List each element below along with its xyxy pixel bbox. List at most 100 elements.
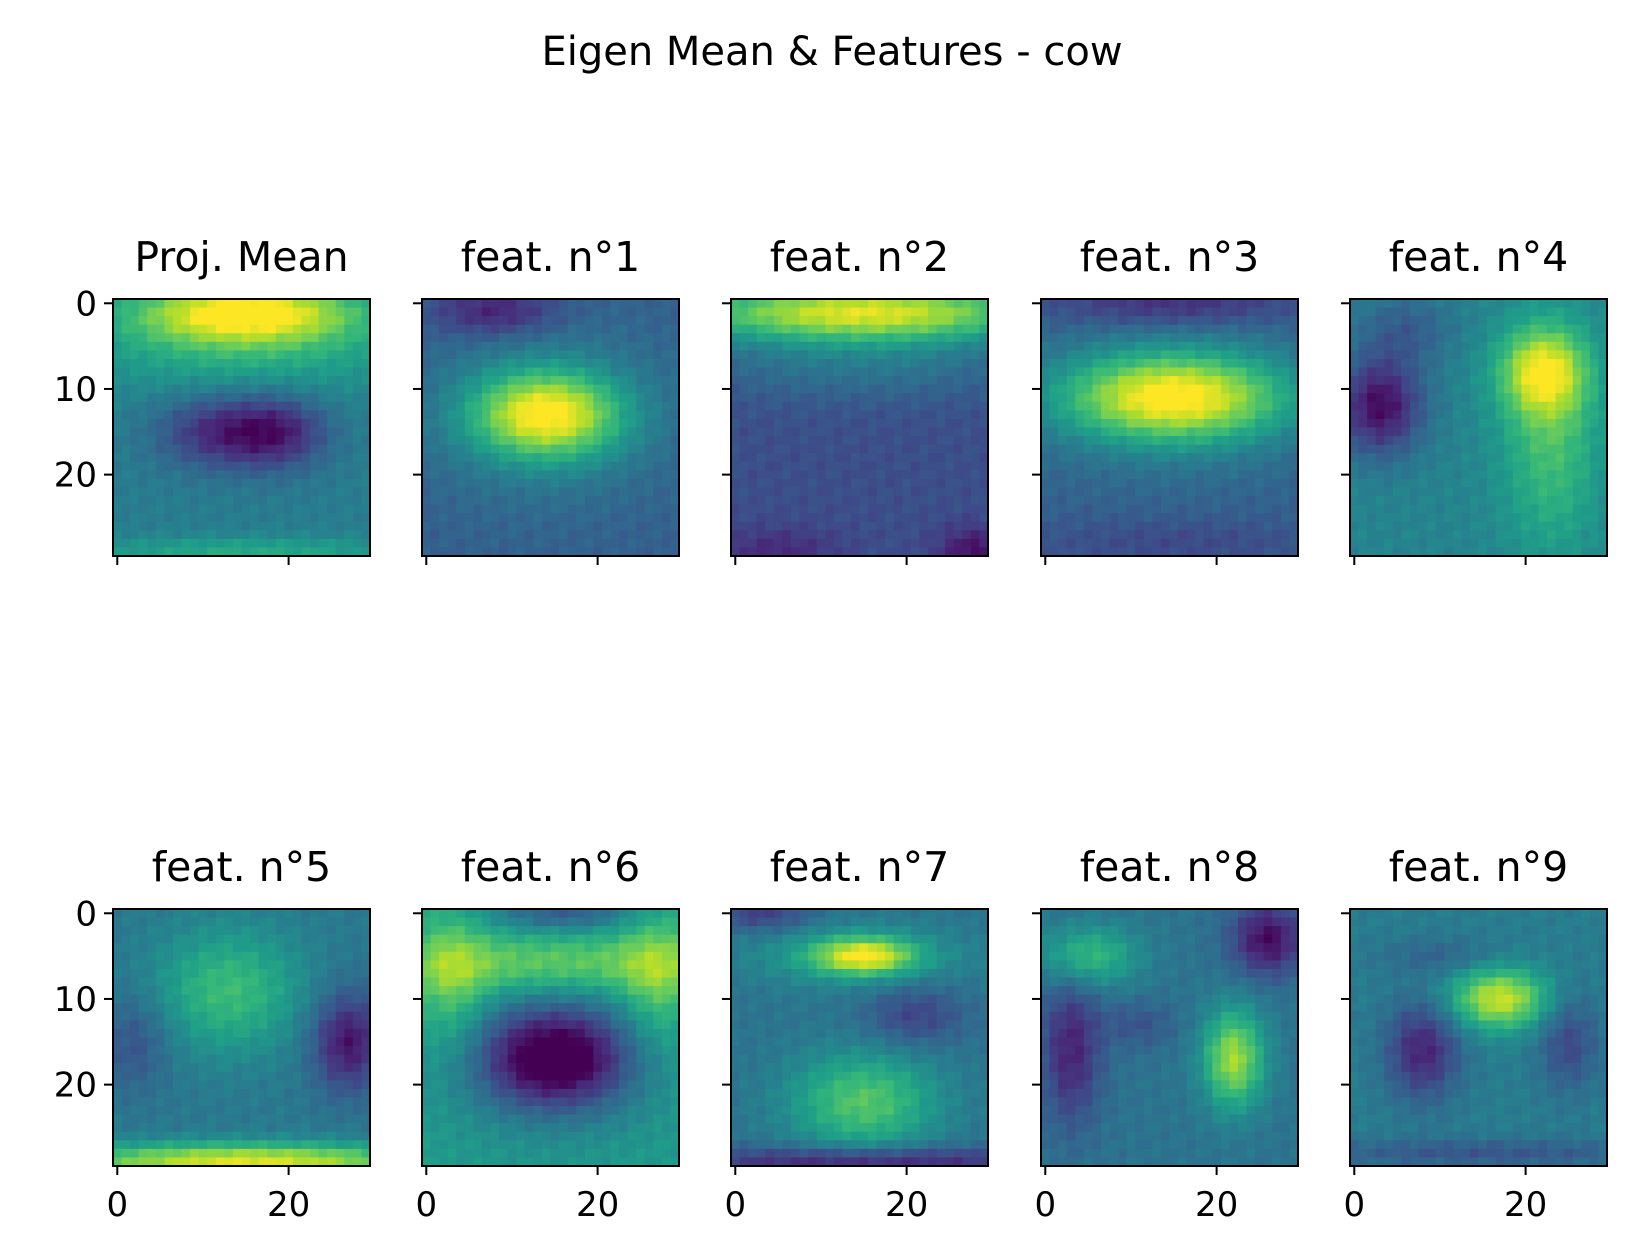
heatmap-cell xyxy=(731,496,741,506)
heatmap-cell xyxy=(1350,547,1360,557)
heatmap-cell xyxy=(1555,427,1565,437)
heatmap-cell xyxy=(953,307,963,317)
heatmap-cell xyxy=(1538,547,1548,557)
heatmap-cell xyxy=(190,453,200,463)
heatmap-cell xyxy=(1401,487,1411,497)
heatmap-cell xyxy=(782,418,792,429)
heatmap-cell xyxy=(567,470,577,480)
heatmap-cell xyxy=(876,367,886,377)
heatmap-cell xyxy=(1427,547,1437,557)
heatmap-cell xyxy=(1280,504,1291,514)
heatmap-cell xyxy=(1186,341,1196,351)
heatmap-cell xyxy=(499,470,509,480)
heatmap-cell xyxy=(147,436,157,446)
heatmap-cell xyxy=(1367,299,1377,309)
heatmap-cell xyxy=(902,299,912,309)
heatmap-cell xyxy=(619,401,629,411)
heatmap-cell xyxy=(1160,358,1171,369)
heatmap-cell xyxy=(1092,530,1102,540)
heatmap-cell xyxy=(190,350,200,360)
heatmap-cell xyxy=(670,530,680,540)
heatmap-cell xyxy=(327,324,337,334)
heatmap-cell xyxy=(593,538,603,549)
heatmap-cell xyxy=(1143,316,1153,326)
heatmap-cell xyxy=(1280,393,1291,403)
heatmap-cell xyxy=(292,316,303,326)
heatmap-cell xyxy=(1435,427,1445,437)
heatmap-cell xyxy=(284,1003,294,1013)
heatmap-cell xyxy=(172,496,183,506)
heatmap-cell xyxy=(936,341,946,351)
heatmap-cell xyxy=(292,521,303,531)
heatmap-cell xyxy=(1238,410,1248,420)
heatmap-cell xyxy=(473,376,483,386)
heatmap-cell xyxy=(868,487,878,497)
heatmap-cell xyxy=(310,513,320,523)
heatmap-cell xyxy=(850,316,861,326)
heatmap-cell xyxy=(507,547,517,557)
heatmap-cell xyxy=(910,333,921,343)
heatmap-cell xyxy=(1203,401,1213,411)
heatmap-cell xyxy=(172,951,183,961)
heatmap-cell xyxy=(301,316,311,326)
heatmap-cell xyxy=(1169,521,1179,531)
heatmap-cell xyxy=(653,453,663,463)
heatmap-cell xyxy=(1109,401,1119,411)
heatmap-cell xyxy=(344,427,354,437)
heatmap-cell xyxy=(422,496,432,506)
heatmap-cell xyxy=(1435,324,1445,334)
heatmap-cell xyxy=(121,943,131,953)
heatmap-cell xyxy=(1367,478,1377,489)
heatmap-cell xyxy=(490,384,500,394)
heatmap-cell xyxy=(731,478,741,489)
heatmap-cell xyxy=(1058,530,1068,540)
heatmap-cell xyxy=(172,393,183,403)
heatmap-cell xyxy=(464,513,474,523)
heatmap-cell xyxy=(910,478,921,489)
heatmap-cell xyxy=(619,444,629,454)
heatmap-cell xyxy=(1092,299,1102,309)
heatmap-cell xyxy=(1263,538,1273,549)
heatmap-cell xyxy=(1263,444,1273,454)
heatmap-cell xyxy=(215,960,225,970)
heatmap-cell xyxy=(859,461,869,471)
heatmap-cell xyxy=(1118,376,1128,386)
heatmap-cell xyxy=(1452,393,1462,403)
heatmap-cell xyxy=(155,960,165,970)
heatmap-cell xyxy=(1126,504,1136,514)
heatmap-cell xyxy=(258,926,268,936)
heatmap-cell xyxy=(816,547,826,557)
heatmap-cell xyxy=(1066,341,1076,351)
heatmap-cell xyxy=(147,478,157,489)
heatmap-cell xyxy=(507,478,517,489)
heatmap-cell xyxy=(1212,299,1222,309)
heatmap-cell xyxy=(1178,444,1188,454)
heatmap-cell xyxy=(121,909,131,919)
heatmap-cell xyxy=(833,299,843,309)
heatmap-cell xyxy=(1589,513,1600,523)
heatmap-cell xyxy=(352,538,363,549)
heatmap-cell xyxy=(241,504,251,514)
heatmap-cell xyxy=(1427,299,1437,309)
heatmap-cell xyxy=(790,333,801,343)
heatmap-cell xyxy=(773,444,783,454)
heatmap-cell xyxy=(310,410,320,420)
heatmap-cell xyxy=(627,384,637,394)
heatmap-cell xyxy=(113,1028,123,1039)
heatmap-cell xyxy=(739,307,749,317)
heatmap-cell xyxy=(919,324,929,334)
heatmap-cell xyxy=(842,324,852,334)
heatmap-cell xyxy=(979,504,989,514)
heatmap-cell xyxy=(936,547,946,557)
heatmap-cell xyxy=(1427,496,1437,506)
heatmap-cell xyxy=(945,341,955,351)
heatmap-cell xyxy=(859,538,869,549)
heatmap-cell xyxy=(327,943,337,953)
heatmap-cell xyxy=(816,478,826,489)
heatmap-cell xyxy=(1126,496,1136,506)
heatmap-cell xyxy=(1160,496,1171,506)
heatmap-cell xyxy=(1255,496,1265,506)
heatmap-cell xyxy=(1444,496,1454,506)
heatmap-cell xyxy=(490,358,500,369)
heatmap-cell xyxy=(945,376,955,386)
